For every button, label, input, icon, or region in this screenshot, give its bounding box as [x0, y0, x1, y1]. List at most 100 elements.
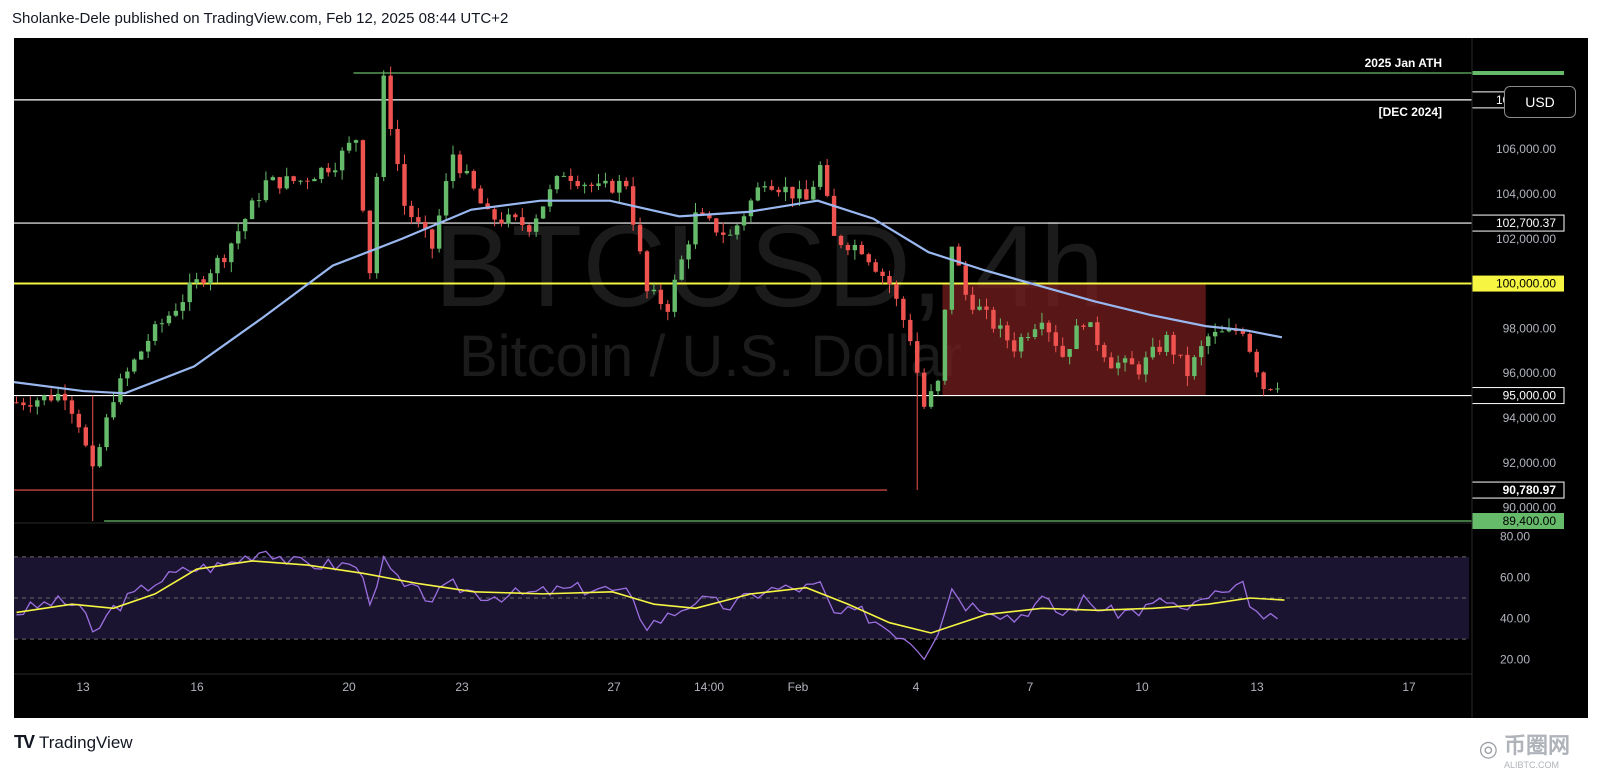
candle-body	[485, 203, 490, 210]
y-tick-2: 102,000.00	[1496, 232, 1556, 246]
candle-body	[679, 259, 684, 280]
candle-body	[790, 186, 795, 199]
candle-body	[443, 181, 449, 216]
y-tick-1: 104,000.00	[1496, 187, 1556, 201]
candle-body	[852, 244, 858, 251]
candle-body	[69, 400, 75, 414]
y-tick-5: 94,000.00	[1503, 411, 1557, 425]
candle-body	[1164, 334, 1169, 352]
candle-body	[339, 150, 345, 171]
candle-body	[326, 167, 331, 173]
candle-body	[547, 189, 553, 207]
candle-body	[125, 371, 130, 379]
candle-body	[928, 391, 934, 407]
candle-body	[1053, 332, 1058, 346]
candle-body	[776, 189, 781, 193]
candle-body	[686, 244, 691, 260]
candle-body	[492, 209, 497, 220]
currency-button[interactable]: USD	[1504, 86, 1576, 118]
candle-body	[783, 186, 788, 193]
candle-body	[201, 279, 206, 284]
candle-body	[617, 180, 622, 193]
candle-body	[1074, 325, 1079, 350]
candle-body	[818, 165, 823, 187]
candle-body	[1219, 331, 1225, 333]
candle-body	[1275, 388, 1280, 390]
candle-body	[804, 189, 809, 200]
candle-body	[970, 294, 975, 310]
candle-body	[1178, 354, 1183, 356]
candle-body	[319, 167, 324, 180]
candle-body	[1060, 345, 1065, 357]
tradingview-logo[interactable]: TV TradingView	[14, 732, 133, 753]
candle-body	[1122, 358, 1128, 363]
candle-body	[540, 206, 546, 219]
candle-body	[734, 225, 740, 235]
candle-body	[1032, 329, 1038, 338]
candle-body	[457, 154, 463, 174]
candle-body	[908, 319, 913, 342]
candle-body	[1192, 357, 1197, 377]
candle-body	[346, 142, 352, 151]
candle-body	[208, 273, 213, 284]
candle-body	[374, 176, 379, 274]
chart-svg[interactable]: BTCUSD, 4h Bitcoin / U.S. Dollar 2025 Ja…	[14, 38, 1588, 718]
candle-body	[256, 200, 262, 202]
candle-body	[596, 183, 601, 187]
y-tick-7: 90,000.00	[1503, 501, 1557, 515]
candle-body	[298, 180, 303, 182]
candle-body	[450, 154, 456, 182]
rsi-tick-3: 20.00	[1500, 653, 1530, 667]
y-tick-4: 96,000.00	[1503, 366, 1557, 380]
site-mark-en: ALIBTC.COM	[1503, 760, 1559, 770]
candle-body	[575, 180, 580, 187]
candle-body	[603, 180, 608, 184]
y-tick-6: 92,000.00	[1503, 456, 1557, 470]
candle-body	[229, 243, 234, 263]
candle-body	[1143, 357, 1149, 375]
candle-body	[1157, 346, 1162, 352]
publish-info: Sholanke-Dele published on TradingView.c…	[12, 10, 509, 27]
level-label-0: 2025 Jan ATH	[1365, 56, 1442, 70]
candle-body	[1025, 337, 1031, 339]
chart-frame[interactable]: BTCUSD, 4h Bitcoin / U.S. Dollar 2025 Ja…	[14, 38, 1588, 718]
candle-body	[942, 309, 948, 381]
candle-body	[797, 189, 802, 199]
candle-body	[312, 179, 317, 182]
price-tag-5: 90,780.97	[1503, 483, 1557, 497]
candle-body	[333, 170, 338, 173]
candle-body	[42, 395, 47, 401]
tradingview-brand: TradingView	[39, 732, 133, 752]
candle-body	[1095, 322, 1100, 345]
candle-body	[700, 212, 705, 215]
candle-body	[824, 165, 830, 196]
candle-body	[166, 315, 172, 324]
watermark-description: Bitcoin / U.S. Dollar	[459, 324, 962, 389]
candle-body	[187, 282, 192, 303]
candle-body	[284, 176, 289, 189]
site-logo-icon: ◎	[1478, 736, 1498, 761]
candle-body	[478, 188, 483, 204]
candle-body	[915, 341, 920, 373]
candle-body	[1240, 331, 1246, 334]
y-tick-3: 98,000.00	[1503, 321, 1557, 335]
candle-body	[721, 232, 726, 235]
rsi-ma-line	[16, 560, 1285, 634]
candle-body	[194, 279, 199, 283]
candle-body	[291, 176, 296, 182]
candle-body	[236, 231, 241, 244]
candle-body	[249, 200, 255, 220]
candle-body	[430, 229, 435, 249]
x-tick-0: 13	[76, 680, 90, 694]
candle-body	[1129, 358, 1135, 365]
candle-body	[513, 214, 518, 218]
x-tick-1: 16	[190, 680, 204, 694]
candle-body	[762, 186, 767, 188]
x-tick-4: 27	[607, 680, 621, 694]
candle-body	[1102, 344, 1107, 358]
candle-body	[353, 140, 359, 143]
candle-body	[693, 212, 698, 245]
candle-body	[1261, 372, 1266, 390]
candle-body	[180, 302, 185, 311]
candle-body	[104, 417, 109, 448]
